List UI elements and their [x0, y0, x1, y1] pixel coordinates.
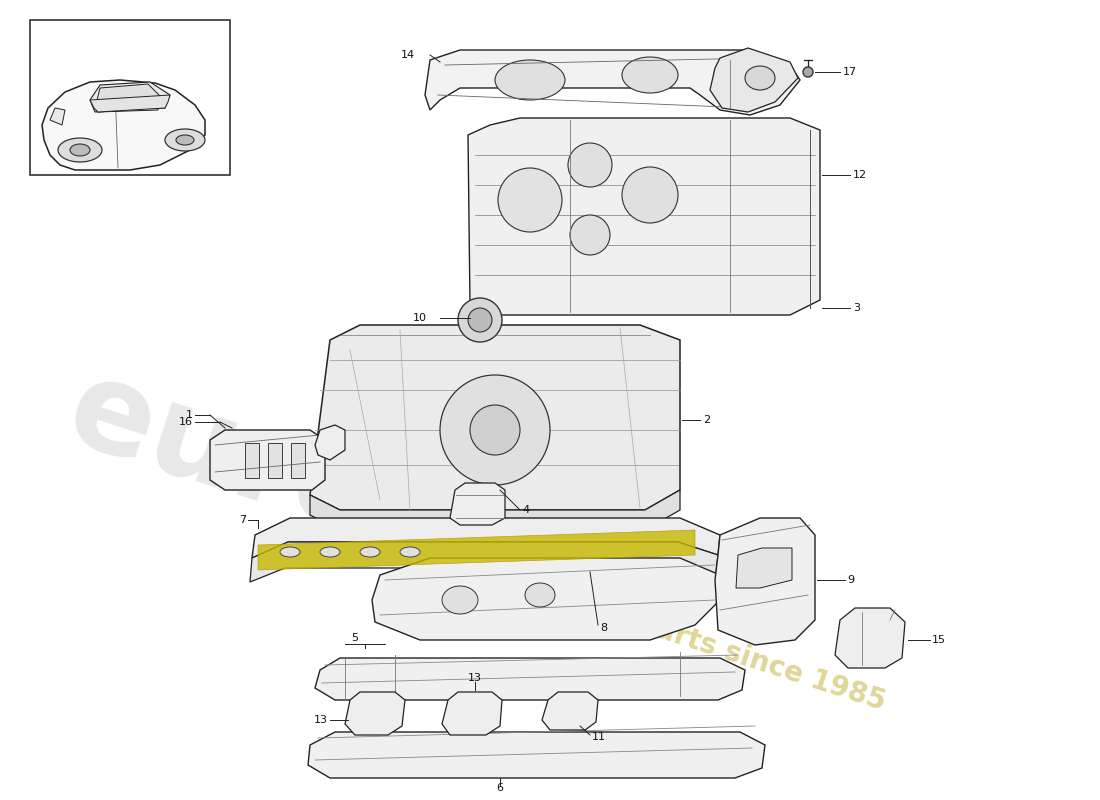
Text: 2: 2: [703, 415, 711, 425]
Polygon shape: [308, 732, 764, 778]
Text: 5: 5: [352, 633, 359, 643]
Ellipse shape: [440, 375, 550, 485]
Text: 11: 11: [592, 732, 606, 742]
Polygon shape: [442, 692, 502, 735]
Polygon shape: [310, 325, 680, 510]
Polygon shape: [245, 443, 258, 478]
Polygon shape: [425, 50, 800, 115]
Text: 16: 16: [179, 417, 192, 427]
Ellipse shape: [525, 583, 556, 607]
Text: 1: 1: [186, 410, 192, 420]
Polygon shape: [90, 95, 170, 112]
Polygon shape: [95, 84, 162, 112]
Text: eurores: eurores: [54, 349, 606, 631]
Polygon shape: [292, 443, 305, 478]
Polygon shape: [710, 48, 798, 112]
Polygon shape: [450, 483, 505, 525]
FancyBboxPatch shape: [30, 20, 230, 175]
Polygon shape: [258, 530, 695, 570]
Text: 8: 8: [600, 623, 607, 633]
Ellipse shape: [360, 547, 379, 557]
Ellipse shape: [621, 57, 678, 93]
Polygon shape: [315, 658, 745, 700]
Text: 13: 13: [314, 715, 328, 725]
Ellipse shape: [176, 135, 194, 145]
Polygon shape: [50, 108, 65, 125]
Polygon shape: [42, 80, 205, 170]
Ellipse shape: [621, 167, 678, 223]
Polygon shape: [468, 118, 820, 315]
Ellipse shape: [568, 143, 612, 187]
Text: a passion for parts since 1985: a passion for parts since 1985: [431, 544, 889, 716]
Ellipse shape: [803, 67, 813, 77]
Ellipse shape: [495, 60, 565, 100]
Ellipse shape: [468, 308, 492, 332]
Text: 9: 9: [847, 575, 854, 585]
Text: 15: 15: [932, 635, 946, 645]
Text: 10: 10: [412, 313, 427, 323]
Ellipse shape: [570, 215, 611, 255]
Text: 4: 4: [522, 505, 529, 515]
Text: 12: 12: [852, 170, 867, 180]
Text: 6: 6: [496, 783, 504, 793]
Polygon shape: [715, 518, 815, 645]
Polygon shape: [345, 692, 405, 735]
Ellipse shape: [458, 298, 502, 342]
Polygon shape: [736, 548, 792, 588]
Text: 13: 13: [468, 673, 482, 683]
Ellipse shape: [320, 547, 340, 557]
Polygon shape: [315, 425, 345, 460]
Text: 14: 14: [400, 50, 415, 60]
Polygon shape: [250, 542, 718, 582]
Polygon shape: [835, 608, 905, 668]
Polygon shape: [310, 490, 680, 530]
Ellipse shape: [442, 586, 478, 614]
Ellipse shape: [280, 547, 300, 557]
Polygon shape: [252, 518, 720, 558]
Text: 3: 3: [852, 303, 860, 313]
Text: 7: 7: [239, 515, 246, 525]
Polygon shape: [372, 558, 720, 640]
Ellipse shape: [498, 168, 562, 232]
Ellipse shape: [400, 547, 420, 557]
Ellipse shape: [70, 144, 90, 156]
Polygon shape: [90, 82, 170, 112]
Ellipse shape: [470, 405, 520, 455]
Polygon shape: [542, 692, 598, 730]
Text: 17: 17: [843, 67, 857, 77]
Polygon shape: [210, 430, 324, 490]
Ellipse shape: [745, 66, 776, 90]
Ellipse shape: [58, 138, 102, 162]
Polygon shape: [268, 443, 282, 478]
Ellipse shape: [165, 129, 205, 151]
